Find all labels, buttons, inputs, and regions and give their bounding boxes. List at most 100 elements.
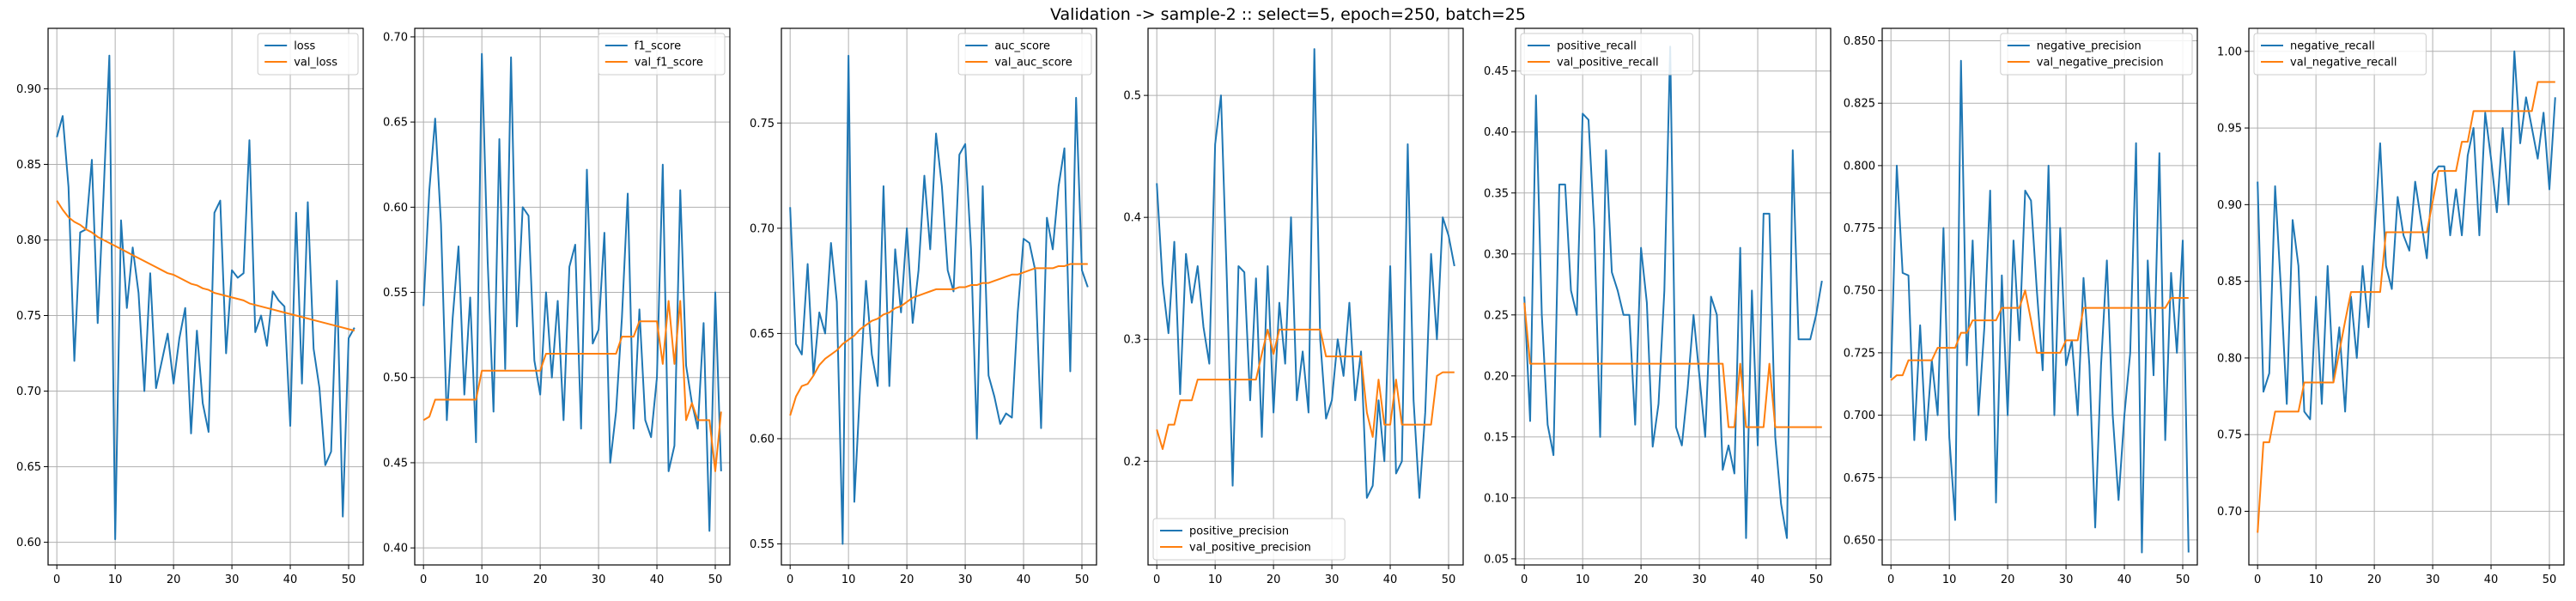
x-tick-label: 10 <box>1942 574 1957 586</box>
subplot-5: 0 10 20 30 40 50 0.05 0.10 0.15 0.20 0.25 0.30 0.35 0… <box>1484 27 1832 586</box>
x-tick-label: 40 <box>650 574 665 586</box>
legend-label: val_negative_recall <box>2290 57 2397 70</box>
x-tick-label: 20 <box>2367 574 2382 586</box>
x-tick-label: 50 <box>708 574 723 586</box>
y-tick-label: 0.55 <box>750 538 775 551</box>
y-tick-label: 1.00 <box>2217 46 2242 58</box>
y-tick-label: 0.30 <box>1484 248 1509 261</box>
series-line-val_negative_recall <box>2257 81 2555 533</box>
y-tick-label: 0.85 <box>2217 276 2242 288</box>
y-tick-label: 0.775 <box>1844 222 1875 235</box>
y-tick-label: 0.825 <box>1844 98 1875 111</box>
x-tick-label: 40 <box>2117 574 2132 586</box>
legend-box <box>957 33 1092 76</box>
series-line-val_f1_score <box>422 300 722 472</box>
x-tick-label: 0 <box>1153 574 1160 586</box>
y-tick-label: 0.3 <box>1123 334 1141 347</box>
subplot-6: 0 10 20 30 40 50 0.650 0.675 0.700 0.725 0.750 0.77… <box>1844 27 2198 586</box>
y-tick-label: 0.70 <box>750 222 775 235</box>
y-tick-label: 0.90 <box>2217 199 2242 212</box>
subplot-4: 0 10 20 30 40 50 0.2 0.3 0.4 0.5 positive_precisio… <box>1123 27 1464 586</box>
y-tick-label: 0.85 <box>16 159 41 172</box>
x-tick-label: 20 <box>2001 574 2015 586</box>
x-tick-label: 50 <box>1075 574 1090 586</box>
x-tick-label: 0 <box>1887 574 1894 586</box>
x-tick-label: 30 <box>2426 574 2440 586</box>
y-tick-label: 0.65 <box>383 117 408 130</box>
y-tick-label: 0.675 <box>1844 472 1875 485</box>
subplot-2: 0 10 20 30 40 50 0.40 0.45 0.50 0.55 0.60 0.65 0.70 f… <box>383 27 731 586</box>
y-tick-label: 0.35 <box>1484 187 1509 200</box>
legend-label: negative_recall <box>2290 40 2375 53</box>
legend-label: val_negative_precision <box>2037 57 2164 70</box>
series-line-auc_score <box>789 54 1089 545</box>
x-tick-label: 40 <box>1751 574 1765 586</box>
y-tick-label: 0.725 <box>1844 347 1875 360</box>
subplot-1: 0 10 20 30 40 50 0.60 0.65 0.70 0.75 0.80 0.85 0.90 l… <box>16 27 364 586</box>
y-tick-label: 0.20 <box>1484 370 1509 383</box>
y-tick-label: 0.75 <box>750 118 775 131</box>
y-tick-label: 0.2 <box>1123 456 1141 469</box>
x-tick-label: 30 <box>592 574 606 586</box>
figure-title: Validation -> sample-2 :: select=5, epoc… <box>1050 5 1526 24</box>
x-tick-label: 50 <box>2543 574 2557 586</box>
series-line-val_positive_precision <box>1156 328 1455 451</box>
x-tick-label: 10 <box>841 574 856 586</box>
legend-label: auc_score <box>994 40 1050 53</box>
x-tick-label: 40 <box>1017 574 1031 586</box>
x-tick-label: 0 <box>787 574 793 586</box>
axes-frame <box>414 27 731 566</box>
y-tick-label: 0.4 <box>1123 212 1141 225</box>
x-tick-label: 30 <box>1325 574 1340 586</box>
y-tick-label: 0.40 <box>1484 126 1509 139</box>
series-line-negative_recall <box>2257 50 2556 421</box>
series-line-negative_precision <box>1890 59 2190 554</box>
x-tick-label: 20 <box>167 574 181 586</box>
y-tick-label: 0.70 <box>383 31 408 44</box>
y-tick-label: 0.75 <box>2217 429 2242 442</box>
x-tick-label: 40 <box>1383 574 1398 586</box>
legend-label: val_loss <box>294 57 337 70</box>
x-tick-label: 0 <box>2254 574 2261 586</box>
y-tick-label: 0.60 <box>383 202 408 215</box>
x-tick-label: 20 <box>900 574 914 586</box>
legend: loss val_loss <box>257 33 359 76</box>
legend-label: val_auc_score <box>994 57 1072 70</box>
series-line-positive_recall <box>1523 46 1823 539</box>
legend-box <box>1152 518 1346 561</box>
legend: auc_score val_auc_score <box>957 33 1092 76</box>
y-tick-label: 0.5 <box>1123 90 1141 103</box>
x-tick-label: 40 <box>2484 574 2499 586</box>
x-tick-label: 50 <box>1442 574 1456 586</box>
legend-label: positive_recall <box>1557 40 1637 53</box>
y-tick-label: 0.25 <box>1484 309 1509 322</box>
y-tick-label: 0.650 <box>1844 534 1875 547</box>
x-tick-label: 50 <box>2176 574 2190 586</box>
subplot-3: 0 10 20 30 40 50 0.55 0.60 0.65 0.70 0.75 auc_score… <box>750 27 1097 586</box>
y-tick-label: 0.40 <box>383 543 408 555</box>
y-tick-label: 0.75 <box>16 310 41 323</box>
x-tick-label: 20 <box>533 574 548 586</box>
series-line-val_loss <box>56 200 355 332</box>
legend-label: f1_score <box>635 40 681 53</box>
y-tick-label: 0.45 <box>1484 65 1509 78</box>
x-tick-label: 10 <box>2309 574 2324 586</box>
axes-frame <box>47 27 364 566</box>
series-line-positive_precision <box>1156 48 1455 499</box>
legend-label: val_f1_score <box>635 57 703 70</box>
x-tick-label: 20 <box>1634 574 1649 586</box>
y-tick-label: 0.50 <box>383 372 408 385</box>
y-tick-label: 0.800 <box>1844 160 1875 173</box>
axes-frame <box>1881 27 2198 566</box>
legend-label: positive_precision <box>1189 525 1289 538</box>
x-tick-label: 0 <box>420 574 427 586</box>
series-line-f1_score <box>422 52 722 532</box>
y-tick-label: 0.70 <box>2217 506 2242 519</box>
y-tick-label: 0.55 <box>383 287 408 300</box>
y-tick-label: 0.15 <box>1484 431 1509 444</box>
y-tick-label: 0.05 <box>1484 553 1509 566</box>
y-tick-label: 0.65 <box>750 328 775 341</box>
legend-label: val_positive_precision <box>1189 542 1311 555</box>
y-tick-label: 0.850 <box>1844 35 1875 48</box>
